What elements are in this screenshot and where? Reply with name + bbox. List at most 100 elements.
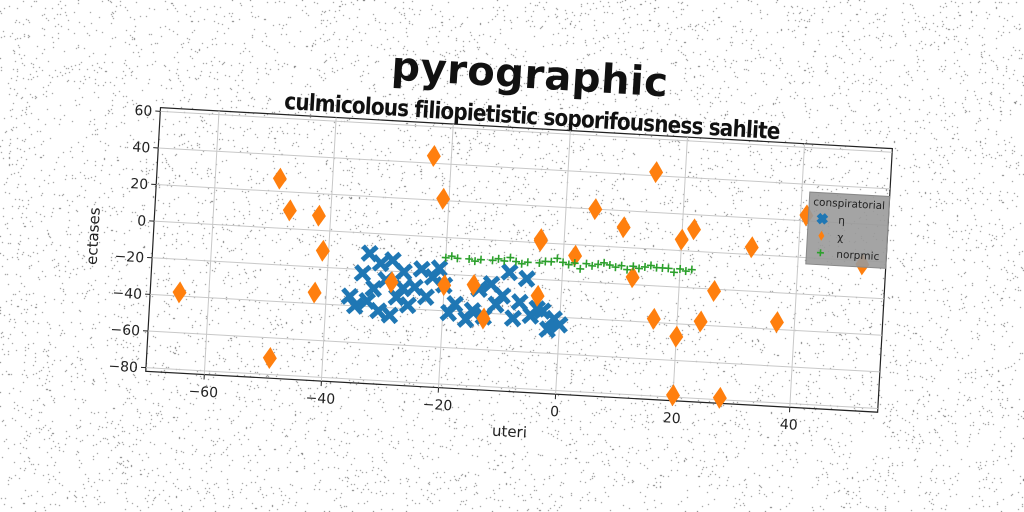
- y-grid-line: [160, 110, 893, 153]
- point-diamond-marker: [646, 307, 661, 330]
- x-axis-ticks: −60 −40 −20 0 20 40: [188, 374, 798, 434]
- y-axis-label: ectases: [83, 207, 104, 266]
- point-x-marker: [416, 287, 436, 307]
- point-plus-marker: [535, 258, 544, 267]
- y-grid-line: [154, 220, 887, 263]
- point-diamond-marker: [476, 307, 491, 330]
- point-x-marker: [486, 295, 506, 314]
- point-plus-marker: [553, 254, 562, 263]
- point-diamond-marker: [437, 274, 452, 297]
- point-plus-marker: [441, 253, 450, 262]
- point-x-marker: [527, 299, 546, 318]
- legend-entry-label: norpmic: [836, 249, 880, 263]
- point-diamond-marker: [744, 236, 759, 259]
- data-marks: [172, 145, 870, 409]
- point-diamond-marker: [712, 386, 727, 409]
- point-diamond-marker: [588, 198, 603, 221]
- point-plus-marker: [506, 253, 515, 262]
- point-plus-marker: [605, 260, 614, 270]
- y-tick-label: 60: [134, 103, 153, 120]
- point-plus-marker: [600, 258, 609, 267]
- x-axis-label: uteri: [492, 422, 528, 442]
- point-plus-marker: [570, 259, 579, 268]
- series-diamond: [172, 145, 870, 409]
- point-diamond-marker: [315, 239, 330, 262]
- point-plus-marker: [687, 265, 696, 274]
- y-grid-line: [145, 367, 878, 410]
- y-tick-label: −20: [114, 249, 144, 267]
- point-diamond-marker: [568, 244, 583, 267]
- point-x-marker: [482, 275, 501, 294]
- point-plus-marker: [658, 263, 667, 272]
- x-tick-label: 40: [779, 417, 798, 434]
- point-plus-marker: [576, 264, 585, 273]
- legend-entry-label: χ: [837, 232, 844, 244]
- point-plus-marker: [594, 260, 603, 269]
- grid-lines: [145, 110, 893, 410]
- point-plus-marker: [453, 254, 462, 263]
- point-plus-marker: [511, 257, 521, 266]
- point-plus-marker: [564, 260, 573, 269]
- point-diamond-marker: [707, 280, 722, 303]
- y-grid-line: [152, 257, 884, 300]
- y-tick-label: −80: [108, 359, 138, 377]
- point-x-marker: [510, 293, 529, 312]
- point-plus-marker: [611, 263, 620, 272]
- y-tick-label: 40: [132, 140, 151, 157]
- point-x-marker: [380, 306, 399, 325]
- point-plus-marker: [488, 256, 497, 265]
- legend-box: [805, 191, 891, 269]
- point-plus-marker: [523, 258, 532, 267]
- point-diamond-marker: [530, 284, 545, 307]
- x-grid-line: [203, 110, 220, 375]
- point-plus-marker: [447, 252, 456, 261]
- y-tick-label: −60: [110, 322, 140, 340]
- x-grid-line: [789, 143, 806, 408]
- x-tick-label: −60: [188, 384, 218, 402]
- y-axis-ticks: −80 −60 −40 −20 0 20 40 60: [108, 103, 161, 377]
- x-grid-line: [320, 117, 337, 382]
- point-diamond-marker: [426, 145, 441, 167]
- point-diamond-marker: [436, 187, 451, 210]
- point-x-marker: [398, 296, 417, 315]
- point-plus-marker: [494, 254, 503, 263]
- point-x-marker: [550, 315, 569, 334]
- plot-area: [145, 107, 893, 413]
- point-plus-marker: [681, 267, 690, 276]
- point-plus-marker: [588, 261, 597, 270]
- point-diamond-marker: [687, 218, 702, 241]
- point-diamond-marker: [674, 228, 689, 251]
- point-diamond-marker: [466, 273, 481, 296]
- point-plus-marker: [541, 257, 550, 266]
- x-tick-label: 20: [662, 410, 681, 427]
- point-plus-marker: [640, 262, 649, 272]
- x-tick-label: −40: [305, 390, 335, 408]
- point-diamond-marker: [693, 310, 708, 333]
- legend-title: conspiratorial: [813, 196, 885, 212]
- point-diamond-marker: [533, 229, 548, 252]
- point-x-marker: [394, 262, 413, 281]
- point-plus-marker: [646, 261, 655, 270]
- x-tick-label: −20: [422, 397, 452, 415]
- point-plus-marker: [676, 264, 685, 273]
- point-diamond-marker: [311, 204, 326, 227]
- point-diamond-marker: [666, 384, 680, 407]
- point-diamond-marker: [649, 161, 664, 184]
- legend-entry-label: η: [838, 215, 845, 227]
- point-x-marker: [412, 260, 431, 279]
- point-plus-marker: [476, 255, 485, 264]
- point-diamond-marker: [272, 167, 287, 190]
- point-diamond-marker: [282, 199, 297, 222]
- point-diamond-marker: [769, 311, 784, 334]
- y-tick-label: −40: [112, 285, 142, 303]
- y-grid-line: [147, 330, 880, 373]
- x-tick-label: 0: [550, 404, 560, 420]
- point-diamond-marker: [616, 216, 631, 239]
- point-plus-marker: [816, 249, 824, 257]
- point-x-marker: [357, 291, 377, 311]
- point-plus-marker: [617, 261, 626, 270]
- y-grid-line: [158, 147, 891, 190]
- point-plus-marker: [500, 256, 509, 265]
- point-plus-marker: [669, 268, 679, 277]
